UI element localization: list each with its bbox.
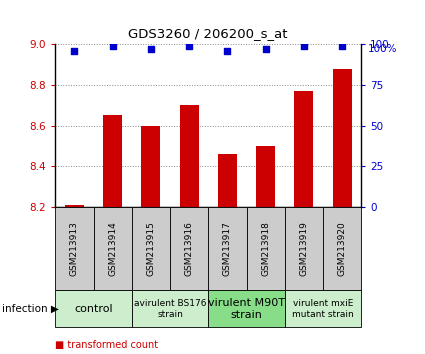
Bar xyxy=(294,91,313,207)
Bar xyxy=(256,146,275,207)
Point xyxy=(186,43,193,49)
FancyBboxPatch shape xyxy=(246,207,285,290)
FancyBboxPatch shape xyxy=(170,207,208,290)
Text: avirulent BS176
strain: avirulent BS176 strain xyxy=(134,299,206,319)
Point xyxy=(147,46,154,52)
Point xyxy=(339,43,346,49)
Text: 100%: 100% xyxy=(367,44,397,54)
Bar xyxy=(332,69,351,207)
Text: GSM213919: GSM213919 xyxy=(299,221,309,276)
FancyBboxPatch shape xyxy=(132,207,170,290)
Bar xyxy=(141,126,160,207)
Text: GSM213920: GSM213920 xyxy=(337,221,347,276)
FancyBboxPatch shape xyxy=(94,207,132,290)
FancyBboxPatch shape xyxy=(285,290,361,327)
FancyBboxPatch shape xyxy=(285,207,323,290)
FancyBboxPatch shape xyxy=(208,207,246,290)
FancyBboxPatch shape xyxy=(208,290,285,327)
Text: GSM213914: GSM213914 xyxy=(108,221,117,276)
Bar xyxy=(218,154,237,207)
Title: GDS3260 / 206200_s_at: GDS3260 / 206200_s_at xyxy=(128,27,288,40)
Text: infection ▶: infection ▶ xyxy=(2,304,59,314)
Text: ■ transformed count: ■ transformed count xyxy=(55,340,159,350)
Bar xyxy=(179,105,198,207)
Text: GSM213915: GSM213915 xyxy=(146,221,156,276)
Text: GSM213913: GSM213913 xyxy=(70,221,79,276)
FancyBboxPatch shape xyxy=(323,207,361,290)
FancyBboxPatch shape xyxy=(55,290,132,327)
Text: control: control xyxy=(74,304,113,314)
Bar xyxy=(65,205,84,207)
FancyBboxPatch shape xyxy=(132,290,208,327)
Point xyxy=(109,43,116,49)
Point xyxy=(262,46,269,52)
Text: virulent mxiE
mutant strain: virulent mxiE mutant strain xyxy=(292,299,354,319)
Text: GSM213917: GSM213917 xyxy=(223,221,232,276)
Point xyxy=(300,43,307,49)
Bar xyxy=(103,115,122,207)
Point xyxy=(71,48,78,53)
FancyBboxPatch shape xyxy=(55,207,94,290)
Text: GSM213916: GSM213916 xyxy=(184,221,194,276)
Point xyxy=(224,48,231,53)
Text: virulent M90T
strain: virulent M90T strain xyxy=(208,298,285,320)
Text: GSM213918: GSM213918 xyxy=(261,221,270,276)
